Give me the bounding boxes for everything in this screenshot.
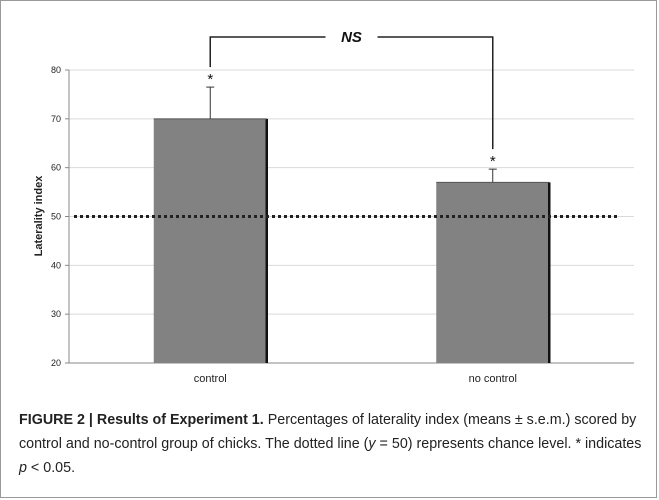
y-tick-label: 40 [51,260,61,270]
caption-p-variable: p [19,460,27,476]
figure-caption: FIGURE 2 | Results of Experiment 1. Perc… [19,408,644,480]
y-axis-label: Laterality index [33,175,45,257]
comparison-bracket-left [209,36,326,68]
comparison-label: NS [341,29,362,46]
significance-star: * [207,71,213,88]
x-tick-label: no control [469,373,517,385]
bar-0 [153,118,267,363]
y-tick-label: 20 [51,358,61,368]
y-tick-label: 60 [51,163,61,173]
comparison-bracket-right [377,36,494,150]
y-tick-label: 80 [51,65,61,75]
y-tick-label: 70 [51,114,61,124]
caption-text-3: < 0.05. [26,460,76,476]
caption-text-1: Percentages of laterality index (means ±… [19,412,637,452]
caption-text-2: = 50) represents chance level. * indicat… [375,436,642,452]
bar-chart: 20 30 40 50 60 70 80 control no control * * NS Lat… [33,29,634,385]
y-tick-label: 50 [51,212,61,222]
x-tick-label: control [194,373,227,385]
significance-star: * [490,153,496,170]
y-tick-label: 30 [51,309,61,319]
annotations: * * NS [74,29,620,218]
caption-y-variable: y [368,436,376,452]
caption-label: FIGURE 2 | Results of Experiment 1. [19,412,264,428]
bar-1 [436,182,550,363]
bars [153,86,551,363]
